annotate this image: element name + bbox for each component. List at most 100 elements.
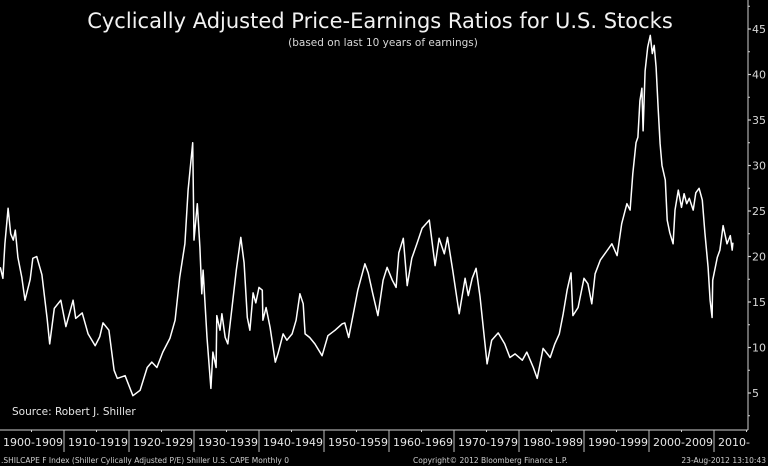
- data-point: [641, 87, 643, 89]
- data-point: [382, 279, 384, 281]
- data-point: [321, 355, 323, 357]
- data-point: [666, 219, 668, 221]
- data-point: [7, 207, 9, 209]
- data-point: [314, 343, 316, 345]
- data-point: [707, 267, 709, 268]
- x-tick-label: 1980-1989: [523, 436, 583, 449]
- x-tick-label: 1960-1969: [393, 436, 453, 449]
- data-point: [132, 395, 134, 397]
- data-point: [406, 285, 408, 286]
- chart-title: Cyclically Adjusted Price-Earnings Ratio…: [87, 9, 673, 33]
- data-point: [2, 277, 4, 279]
- x-tick-label: 1940-1949: [263, 436, 323, 449]
- data-point: [536, 378, 538, 379]
- data-point: [438, 237, 440, 239]
- data-point: [41, 274, 43, 276]
- data-point: [398, 252, 400, 254]
- data-point: [32, 257, 34, 259]
- data-point: [566, 289, 568, 291]
- data-point: [655, 66, 657, 68]
- data-point: [491, 339, 493, 341]
- data-point: [731, 249, 733, 251]
- data-point: [286, 339, 288, 341]
- data-point: [591, 303, 593, 305]
- data-point: [72, 299, 74, 301]
- data-point: [162, 351, 164, 353]
- data-point: [701, 199, 703, 201]
- data-point: [657, 106, 659, 108]
- data-point: [196, 203, 198, 205]
- data-point: [669, 232, 671, 234]
- data-point: [261, 289, 263, 291]
- data-point: [644, 70, 646, 72]
- data-point: [651, 53, 653, 54]
- data-point: [386, 267, 388, 268]
- data-point: [716, 257, 718, 258]
- data-point: [227, 343, 229, 345]
- x-tick-label: 1930-1939: [198, 436, 258, 449]
- footer-copyright: Copyright© 2012 Bloomberg Finance L.P.: [413, 456, 568, 465]
- data-point: [587, 283, 589, 285]
- data-point: [471, 277, 473, 279]
- data-point: [304, 333, 306, 335]
- data-point: [216, 315, 218, 316]
- x-axis: 1900-1909 1910-1919 1920-1929 1930-1939 1940…: [0, 429, 750, 452]
- data-point: [372, 293, 374, 295]
- data-point: [75, 318, 77, 319]
- x-tick-label: 1950-1959: [328, 436, 388, 449]
- data-point: [570, 272, 572, 274]
- data-point: [192, 142, 194, 144]
- y-tick-label: 10: [752, 342, 766, 355]
- x-tick-label: 2010-: [718, 436, 750, 449]
- data-point: [664, 179, 666, 181]
- data-point: [732, 242, 734, 244]
- data-point: [184, 243, 186, 245]
- data-point: [277, 353, 279, 355]
- data-point: [411, 257, 413, 259]
- data-point: [206, 337, 208, 338]
- data-point: [255, 302, 257, 304]
- data-point: [434, 265, 436, 266]
- data-point: [113, 369, 115, 371]
- data-point: [221, 313, 223, 315]
- data-point: [24, 299, 26, 301]
- data-point: [526, 351, 528, 353]
- y-tick-label: 40: [752, 69, 766, 82]
- data-point: [282, 333, 284, 335]
- data-point: [258, 287, 260, 288]
- data-point: [626, 203, 628, 205]
- data-point: [201, 293, 203, 295]
- data-point: [695, 192, 697, 194]
- data-point: [17, 257, 19, 258]
- data-point: [521, 359, 523, 361]
- data-point: [653, 45, 655, 46]
- data-point: [497, 332, 499, 334]
- data-point: [637, 136, 639, 138]
- data-point: [659, 143, 661, 145]
- data-point: [504, 343, 506, 345]
- data-point: [193, 239, 195, 241]
- data-point: [46, 318, 48, 319]
- data-point: [698, 187, 700, 189]
- x-tick-label: 1970-1979: [458, 436, 518, 449]
- data-point: [672, 243, 674, 245]
- x-tick-label: 2000-2009: [653, 436, 713, 449]
- data-point: [291, 333, 293, 335]
- data-point: [632, 173, 634, 175]
- data-point: [60, 299, 62, 301]
- data-point: [395, 287, 397, 288]
- data-point: [156, 367, 158, 368]
- data-point: [452, 269, 454, 271]
- data-point: [81, 312, 83, 314]
- data-point: [688, 197, 690, 199]
- data-point: [99, 336, 101, 337]
- series-layer: [0, 34, 734, 397]
- data-point: [49, 343, 51, 345]
- data-point: [309, 337, 311, 338]
- data-point: [649, 35, 651, 36]
- data-point: [139, 389, 141, 391]
- data-point: [212, 351, 214, 353]
- data-point: [647, 46, 649, 48]
- data-point: [729, 235, 731, 237]
- data-point: [202, 269, 204, 271]
